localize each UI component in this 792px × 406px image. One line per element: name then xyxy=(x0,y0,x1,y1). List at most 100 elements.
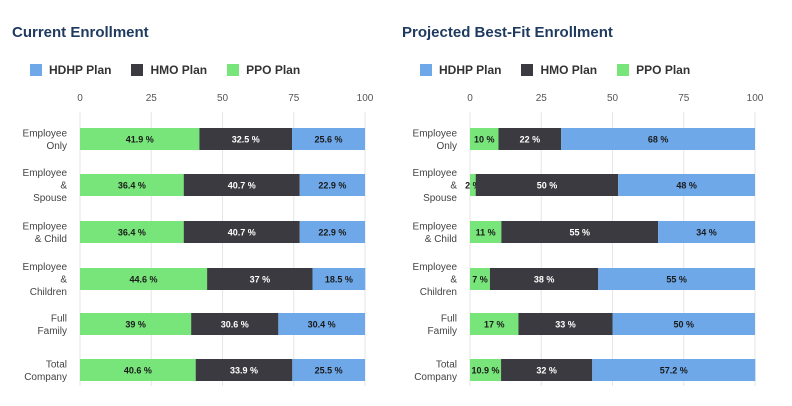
bar-segment xyxy=(80,128,200,150)
bar-segment xyxy=(183,221,300,243)
bar-segment xyxy=(80,268,208,290)
category-label: Employee &Children xyxy=(23,262,68,298)
category-label-line: Employee xyxy=(23,262,68,273)
legend-item[interactable]: PPO Plan xyxy=(227,63,300,77)
bar-segment xyxy=(618,174,755,196)
data-label: 50 % xyxy=(537,181,558,191)
legend-label: HDHP Plan xyxy=(49,63,112,77)
category-label: Employee & Child xyxy=(23,221,68,245)
category-label: Employee Only xyxy=(413,128,458,152)
legend-swatch xyxy=(420,64,432,76)
legend-swatch xyxy=(131,64,144,76)
category-label-line: Children xyxy=(420,287,457,298)
data-label: 37 % xyxy=(250,275,271,285)
bar-segment xyxy=(501,221,659,243)
bar-segment xyxy=(80,174,184,196)
data-label: 11 % xyxy=(476,228,496,238)
data-label: 36.4 % xyxy=(118,181,146,191)
data-label: 33 % xyxy=(555,320,576,330)
legend-swatch xyxy=(521,64,534,76)
data-label: 2 % xyxy=(465,181,481,191)
category-label-line: Employee xyxy=(23,168,68,179)
data-label: 38 % xyxy=(534,275,555,285)
legend-item[interactable]: PPO Plan xyxy=(617,63,690,77)
bar-segment xyxy=(299,221,365,243)
bar-segment xyxy=(518,313,613,335)
category-label-line: Spouse xyxy=(33,193,67,204)
bar-segment xyxy=(501,359,593,381)
category-label-line: Company xyxy=(414,372,457,383)
category-label: Employee &Spouse xyxy=(23,168,68,204)
data-label: 40.7 % xyxy=(228,181,256,191)
data-label: 32.5 % xyxy=(232,135,260,145)
projected-enrollment-panel: Projected Best-Fit Enrollment HDHP Plan H… xyxy=(390,0,786,406)
data-label: 32 % xyxy=(536,366,557,376)
bar-segment xyxy=(592,359,756,381)
category-label-line: Only xyxy=(46,141,67,152)
category-label-line: Spouse xyxy=(423,193,457,204)
data-label: 25.5 % xyxy=(315,366,343,376)
data-label: 30.6 % xyxy=(221,320,249,330)
data-label: 33.9 % xyxy=(230,366,258,376)
data-label: 18.5 % xyxy=(325,275,353,285)
category-label-line: & Child xyxy=(425,234,457,245)
legend-label: PPO Plan xyxy=(246,63,301,77)
legend-item[interactable]: HMO Plan xyxy=(131,63,207,77)
data-label: 48 % xyxy=(676,181,697,191)
bar-segment xyxy=(470,359,502,381)
category-label-line: Full xyxy=(51,313,67,324)
legend-swatch xyxy=(227,64,240,76)
data-label: 41.9 % xyxy=(126,135,154,145)
category-label-line: & xyxy=(60,275,67,286)
bar-segment xyxy=(299,174,365,196)
bar-segment xyxy=(199,128,293,150)
current-enrollment-panel: Current Enrollment HDHP Plan HMO Plan PPO … xyxy=(12,24,374,386)
category-label-line: Employee xyxy=(413,262,458,273)
category-label: Employee Only xyxy=(23,128,68,152)
category-label-line: & xyxy=(450,181,457,192)
category-label-line: Employee xyxy=(413,221,458,232)
category-label-line: Children xyxy=(30,287,67,298)
legend: HDHP Plan HMO Plan PPO Plan xyxy=(30,62,320,78)
bar-segment xyxy=(292,359,365,381)
data-label: 34 % xyxy=(696,228,717,238)
chart-title: Projected Best-Fit Enrollment xyxy=(402,24,613,41)
data-label: 7 % xyxy=(472,275,488,285)
data-label: 17 % xyxy=(484,320,505,330)
bar-segment xyxy=(598,268,755,290)
legend-label: HDHP Plan xyxy=(439,63,502,77)
legend-swatch xyxy=(617,64,630,76)
category-label: Total Company xyxy=(24,359,67,383)
category-label: Employee &Spouse xyxy=(413,168,458,204)
bar-segment xyxy=(195,359,293,381)
chart-title: Current Enrollment xyxy=(12,24,149,41)
data-label: 68 % xyxy=(648,135,669,145)
bar-segment xyxy=(80,359,196,381)
x-tick-label: 75 xyxy=(678,93,690,104)
category-label-line: Total xyxy=(436,359,457,370)
bar-segment xyxy=(658,221,755,243)
category-label-line: Total xyxy=(46,359,67,370)
data-label: 10.9 % xyxy=(472,366,500,376)
data-label: 55 % xyxy=(666,275,687,285)
x-tick-label: 0 xyxy=(77,93,83,104)
bar-segment xyxy=(470,313,519,335)
legend-label: HMO Plan xyxy=(540,63,598,77)
category-label: Total Company xyxy=(414,359,457,383)
bar-segment xyxy=(80,221,184,243)
legend-item[interactable]: HDHP Plan xyxy=(30,63,111,77)
x-tick-label: 50 xyxy=(217,93,229,104)
legend-item[interactable]: HMO Plan xyxy=(521,63,597,77)
bar-segment xyxy=(489,268,599,290)
category-label: Employee &Children xyxy=(413,262,458,298)
bar-segment xyxy=(470,128,499,150)
category-label: Full Family xyxy=(38,313,67,337)
category-label-line: Employee xyxy=(413,168,458,179)
bar-segment xyxy=(191,313,279,335)
data-label: 44.6 % xyxy=(130,275,158,285)
bar-segment xyxy=(470,221,502,243)
legend-item[interactable]: HDHP Plan xyxy=(420,63,501,77)
data-label: 22.9 % xyxy=(318,181,346,191)
category-label: Full Family xyxy=(428,313,457,337)
